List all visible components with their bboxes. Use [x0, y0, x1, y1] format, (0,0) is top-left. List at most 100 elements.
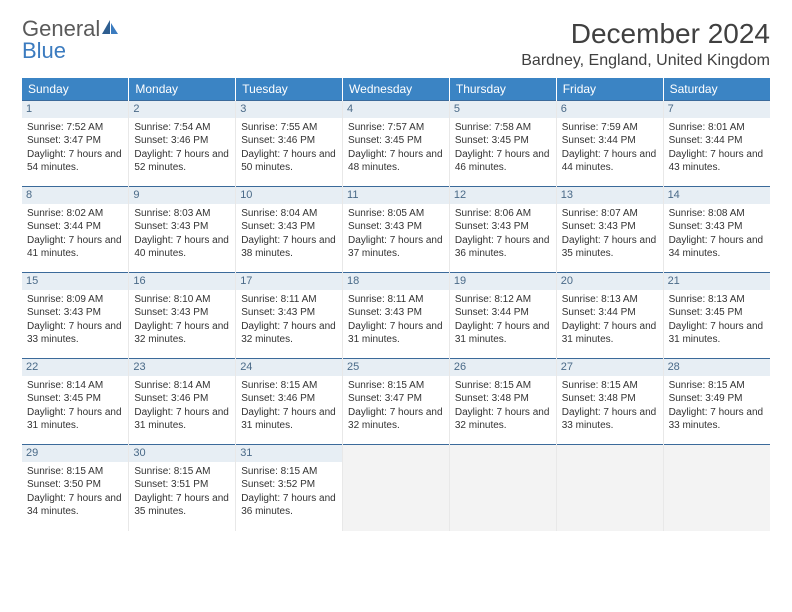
- sunset-text: Sunset: 3:50 PM: [27, 478, 123, 492]
- sunset-text: Sunset: 3:45 PM: [348, 134, 444, 148]
- day-number: 28: [664, 359, 770, 376]
- sunset-text: Sunset: 3:43 PM: [455, 220, 551, 234]
- sail-icon: [100, 18, 120, 40]
- brand-text: General Blue: [22, 18, 120, 62]
- day-number: 27: [557, 359, 663, 376]
- day-number: 31: [236, 445, 342, 462]
- col-monday: Monday: [129, 78, 236, 101]
- daylight-text: Daylight: 7 hours and 31 minutes.: [669, 320, 765, 347]
- sunset-text: Sunset: 3:45 PM: [27, 392, 123, 406]
- sunset-text: Sunset: 3:46 PM: [241, 392, 337, 406]
- sunrise-text: Sunrise: 7:59 AM: [562, 121, 658, 135]
- sunrise-text: Sunrise: 7:58 AM: [455, 121, 551, 135]
- sunset-text: Sunset: 3:44 PM: [562, 306, 658, 320]
- calendar-cell: 27Sunrise: 8:15 AMSunset: 3:48 PMDayligh…: [556, 359, 663, 445]
- col-saturday: Saturday: [663, 78, 770, 101]
- calendar-cell: 13Sunrise: 8:07 AMSunset: 3:43 PMDayligh…: [556, 187, 663, 273]
- calendar-cell: 31Sunrise: 8:15 AMSunset: 3:52 PMDayligh…: [236, 445, 343, 531]
- daylight-text: Daylight: 7 hours and 31 minutes.: [134, 406, 230, 433]
- sunrise-text: Sunrise: 8:14 AM: [27, 379, 123, 393]
- daylight-text: Daylight: 7 hours and 32 minutes.: [455, 406, 551, 433]
- day-header-row: Sunday Monday Tuesday Wednesday Thursday…: [22, 78, 770, 101]
- calendar-week: 29Sunrise: 8:15 AMSunset: 3:50 PMDayligh…: [22, 445, 770, 531]
- calendar-week: 22Sunrise: 8:14 AMSunset: 3:45 PMDayligh…: [22, 359, 770, 445]
- day-number: 9: [129, 187, 235, 204]
- sunrise-text: Sunrise: 7:57 AM: [348, 121, 444, 135]
- day-number: 29: [22, 445, 128, 462]
- sunrise-text: Sunrise: 8:12 AM: [455, 293, 551, 307]
- sunset-text: Sunset: 3:48 PM: [455, 392, 551, 406]
- calendar-cell: 6Sunrise: 7:59 AMSunset: 3:44 PMDaylight…: [556, 101, 663, 187]
- daylight-text: Daylight: 7 hours and 43 minutes.: [669, 148, 765, 175]
- sunrise-text: Sunrise: 8:13 AM: [562, 293, 658, 307]
- calendar-cell: 3Sunrise: 7:55 AMSunset: 3:46 PMDaylight…: [236, 101, 343, 187]
- daylight-text: Daylight: 7 hours and 38 minutes.: [241, 234, 337, 261]
- col-friday: Friday: [556, 78, 663, 101]
- daylight-text: Daylight: 7 hours and 48 minutes.: [348, 148, 444, 175]
- sunrise-text: Sunrise: 8:11 AM: [348, 293, 444, 307]
- sunset-text: Sunset: 3:44 PM: [455, 306, 551, 320]
- daylight-text: Daylight: 7 hours and 31 minutes.: [455, 320, 551, 347]
- calendar-cell: 10Sunrise: 8:04 AMSunset: 3:43 PMDayligh…: [236, 187, 343, 273]
- day-number: 18: [343, 273, 449, 290]
- day-number: 11: [343, 187, 449, 204]
- daylight-text: Daylight: 7 hours and 33 minutes.: [669, 406, 765, 433]
- sunrise-text: Sunrise: 7:54 AM: [134, 121, 230, 135]
- calendar-cell: 5Sunrise: 7:58 AMSunset: 3:45 PMDaylight…: [449, 101, 556, 187]
- sunrise-text: Sunrise: 8:13 AM: [669, 293, 765, 307]
- daylight-text: Daylight: 7 hours and 37 minutes.: [348, 234, 444, 261]
- calendar-cell: 30Sunrise: 8:15 AMSunset: 3:51 PMDayligh…: [129, 445, 236, 531]
- day-number: 8: [22, 187, 128, 204]
- sunset-text: Sunset: 3:47 PM: [348, 392, 444, 406]
- daylight-text: Daylight: 7 hours and 41 minutes.: [27, 234, 123, 261]
- calendar-table: Sunday Monday Tuesday Wednesday Thursday…: [22, 78, 770, 531]
- sunrise-text: Sunrise: 8:09 AM: [27, 293, 123, 307]
- col-tuesday: Tuesday: [236, 78, 343, 101]
- daylight-text: Daylight: 7 hours and 32 minutes.: [348, 406, 444, 433]
- daylight-text: Daylight: 7 hours and 31 minutes.: [27, 406, 123, 433]
- sunset-text: Sunset: 3:44 PM: [562, 134, 658, 148]
- sunrise-text: Sunrise: 8:05 AM: [348, 207, 444, 221]
- day-number: 22: [22, 359, 128, 376]
- day-number: 23: [129, 359, 235, 376]
- calendar-cell: 18Sunrise: 8:11 AMSunset: 3:43 PMDayligh…: [343, 273, 450, 359]
- sunset-text: Sunset: 3:45 PM: [455, 134, 551, 148]
- sunset-text: Sunset: 3:46 PM: [134, 134, 230, 148]
- day-number: 1: [22, 101, 128, 118]
- sunset-text: Sunset: 3:46 PM: [134, 392, 230, 406]
- sunrise-text: Sunrise: 8:15 AM: [241, 379, 337, 393]
- day-number: 17: [236, 273, 342, 290]
- sunrise-text: Sunrise: 8:15 AM: [348, 379, 444, 393]
- sunset-text: Sunset: 3:48 PM: [562, 392, 658, 406]
- sunrise-text: Sunrise: 8:07 AM: [562, 207, 658, 221]
- brand-logo: General Blue: [22, 18, 120, 62]
- sunrise-text: Sunrise: 8:15 AM: [455, 379, 551, 393]
- sunset-text: Sunset: 3:43 PM: [669, 220, 765, 234]
- day-number: 12: [450, 187, 556, 204]
- daylight-text: Daylight: 7 hours and 50 minutes.: [241, 148, 337, 175]
- calendar-week: 15Sunrise: 8:09 AMSunset: 3:43 PMDayligh…: [22, 273, 770, 359]
- day-number: 26: [450, 359, 556, 376]
- sunset-text: Sunset: 3:49 PM: [669, 392, 765, 406]
- day-number: 15: [22, 273, 128, 290]
- calendar-cell: 21Sunrise: 8:13 AMSunset: 3:45 PMDayligh…: [663, 273, 770, 359]
- sunset-text: Sunset: 3:43 PM: [27, 306, 123, 320]
- day-number: 16: [129, 273, 235, 290]
- sunset-text: Sunset: 3:43 PM: [241, 306, 337, 320]
- sunset-text: Sunset: 3:43 PM: [348, 220, 444, 234]
- sunrise-text: Sunrise: 8:02 AM: [27, 207, 123, 221]
- calendar-cell: 26 Sunrise: 8:15 AMSunset: 3:48 PMDayligh…: [449, 359, 556, 445]
- sunrise-text: Sunrise: 8:08 AM: [669, 207, 765, 221]
- calendar-cell: 1Sunrise: 7:52 AMSunset: 3:47 PMDaylight…: [22, 101, 129, 187]
- daylight-text: Daylight: 7 hours and 33 minutes.: [27, 320, 123, 347]
- sunset-text: Sunset: 3:43 PM: [348, 306, 444, 320]
- col-sunday: Sunday: [22, 78, 129, 101]
- calendar-cell: 20Sunrise: 8:13 AMSunset: 3:44 PMDayligh…: [556, 273, 663, 359]
- day-number: 2: [129, 101, 235, 118]
- day-number: 4: [343, 101, 449, 118]
- calendar-cell: 24Sunrise: 8:15 AMSunset: 3:46 PMDayligh…: [236, 359, 343, 445]
- sunrise-text: Sunrise: 8:15 AM: [669, 379, 765, 393]
- day-number: 19: [450, 273, 556, 290]
- sunrise-text: Sunrise: 8:15 AM: [241, 465, 337, 479]
- calendar-cell: 22 Sunrise: 8:14 AMSunset: 3:45 PMDayligh…: [22, 359, 129, 445]
